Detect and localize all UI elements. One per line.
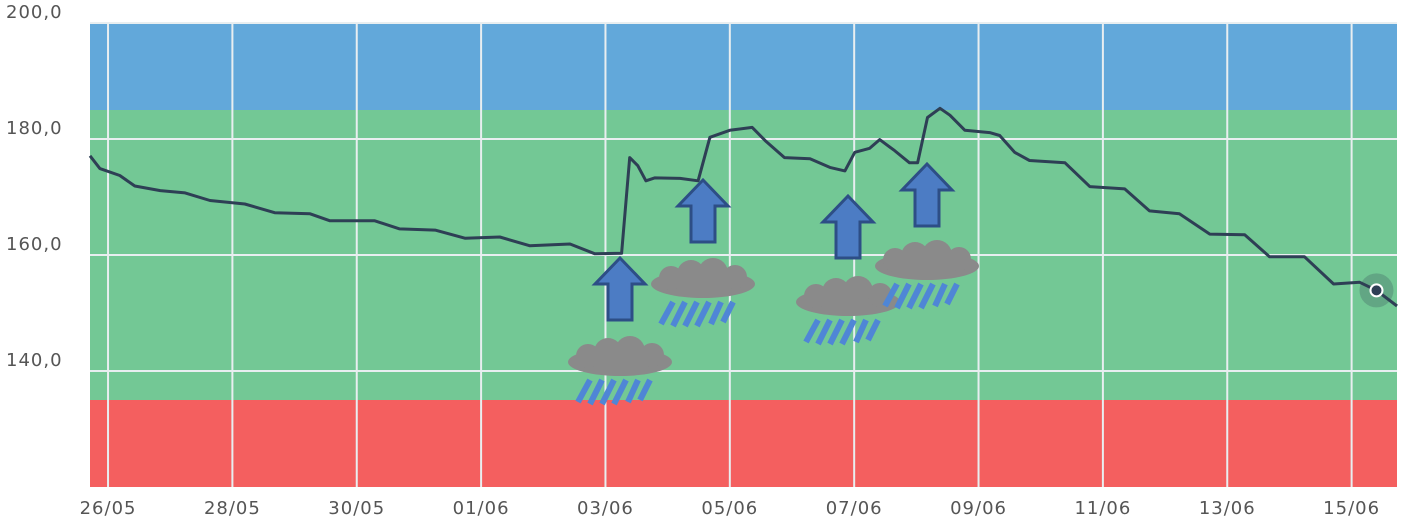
range-band: [90, 400, 1397, 487]
x-tick-label: 28/05: [204, 498, 261, 519]
x-tick-label: 26/05: [80, 498, 137, 519]
range-band: [90, 23, 1397, 110]
x-tick-label: 05/06: [701, 498, 758, 519]
x-tick-label: 03/06: [577, 498, 634, 519]
y-tick-label: 140,0: [6, 350, 63, 371]
x-tick-label: 13/06: [1199, 498, 1256, 519]
x-tick-label: 09/06: [950, 498, 1007, 519]
point-marker: [1369, 283, 1384, 298]
series-line: [88, 106, 1398, 308]
plot-area: 140,0 160,0 180,0 200,0 26/05 28/05 30/05 01/06…: [6, 2, 1398, 519]
x-tick-label: 01/06: [453, 498, 510, 519]
y-tick-label: 180,0: [6, 118, 63, 139]
x-tick-label: 15/06: [1323, 498, 1380, 519]
y-tick-label: 160,0: [6, 234, 63, 255]
x-tick-label: 07/06: [826, 498, 883, 519]
x-tick-label: 30/05: [328, 498, 385, 519]
y-tick-label: 200,0: [6, 2, 63, 23]
x-tick-label: 11/06: [1074, 498, 1131, 519]
